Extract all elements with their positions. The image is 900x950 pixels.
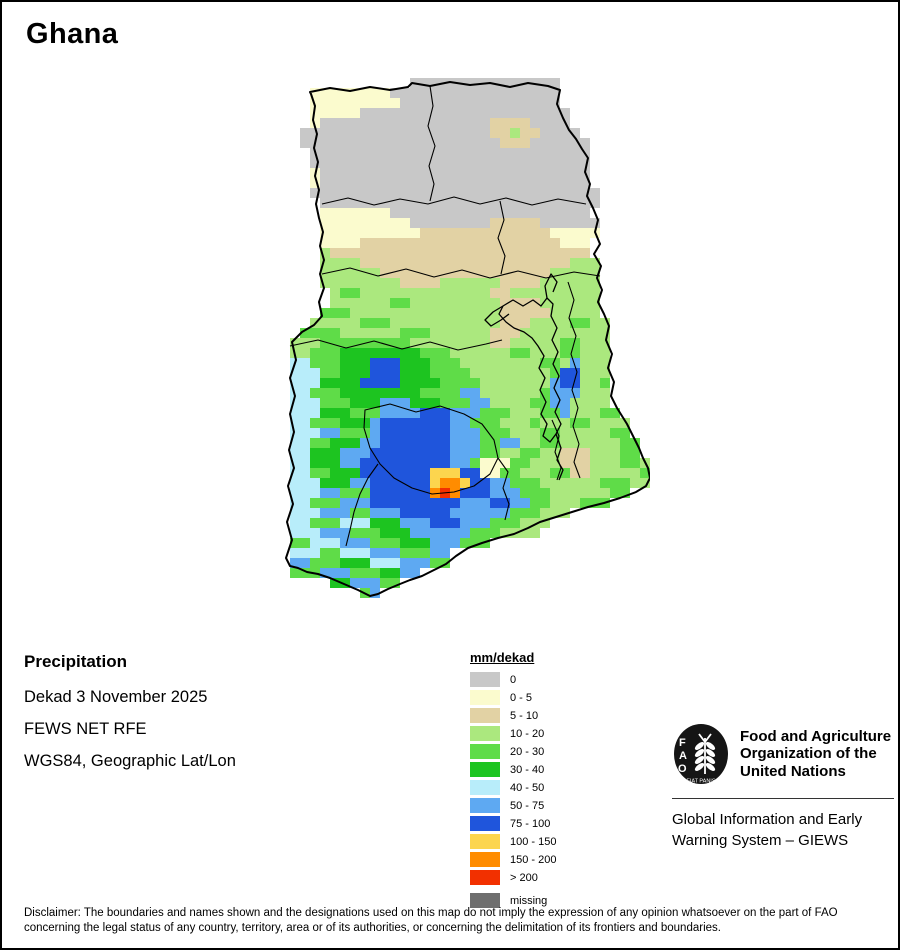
wheat-grains-icon (694, 742, 716, 771)
page-title: Ghana (26, 18, 119, 50)
region-boundary (497, 200, 506, 275)
fao-header: F A O FIAT PANIS (672, 722, 894, 786)
precipitation-heading: Precipitation (24, 652, 127, 671)
region-boundary (567, 281, 581, 479)
legend-swatch (470, 762, 500, 777)
fao-org-text: Food and Agriculture Organization of the U… (740, 728, 891, 781)
disclaimer: Disclaimer: The boundaries and names sho… (24, 906, 882, 935)
legend-item: > 200 (470, 870, 556, 885)
disclaimer-line: Disclaimer: The boundaries and names sho… (24, 907, 838, 919)
info-line: Dekad 3 November 2025 (24, 688, 208, 706)
info-lines: Dekad 3 November 2025 FEWS NET RFE WGS84, … (24, 688, 236, 771)
legend-label: 50 - 75 (510, 799, 545, 812)
legend-item: 5 - 10 (470, 708, 556, 723)
legend-label: 100 - 150 (510, 835, 557, 848)
legend-label: 30 - 40 (510, 763, 545, 776)
legend-label: 75 - 100 (510, 817, 551, 830)
lake-volta-outline (555, 433, 564, 481)
legend-label: 20 - 30 (510, 745, 545, 758)
lake-volta-outline (498, 297, 562, 443)
info-line: WGS84, Geographic Lat/Lon (24, 752, 236, 770)
region-boundary (427, 85, 436, 202)
legend-swatch (470, 893, 500, 908)
region-boundary (321, 267, 601, 279)
region-boundary (289, 339, 503, 351)
legend-swatch (470, 798, 500, 813)
legend-item: 40 - 50 (470, 780, 556, 795)
fao-org-line: Food and Agriculture (740, 727, 892, 745)
legend-swatch (470, 870, 500, 885)
fao-org-line: United Nations (740, 762, 846, 780)
legend-item: 0 (470, 672, 556, 687)
country-outline (285, 81, 650, 597)
map-info: Precipitation Dekad 3 November 2025 FEWS … (24, 652, 236, 784)
legend-label: 0 - 5 (510, 691, 533, 704)
legend-label: 5 - 10 (510, 709, 539, 722)
legend-item: 0 - 5 (470, 690, 556, 705)
fao-logo: F A O FIAT PANIS (674, 724, 728, 785)
fao-logo-letter-o: O (678, 763, 687, 775)
fao-org-line: Organization of the (740, 745, 877, 763)
region-boundary (551, 419, 562, 481)
region-boundary (497, 457, 510, 521)
legend-item: missing (470, 893, 556, 908)
giews-text: Global Information and Early Warning Syst… (672, 809, 894, 851)
legend-label: > 200 (510, 871, 538, 884)
legend-item: 10 - 20 (470, 726, 556, 741)
legend-swatch (470, 672, 500, 687)
legend-swatch (470, 780, 500, 795)
legend-item: 20 - 30 (470, 744, 556, 759)
raster-cells (290, 78, 650, 598)
fao-separator (672, 798, 894, 799)
legend-item: 150 - 200 (470, 852, 556, 867)
giews-line: Global Information and Early (672, 811, 863, 828)
region-boundary (363, 403, 499, 495)
legend-item: 30 - 40 (470, 762, 556, 777)
legend-swatch (470, 690, 500, 705)
fao-section: F A O FIAT PANIS (672, 722, 894, 851)
legend-items: 0 0 - 5 5 - 10 10 - 20 20 - 30 30 - 40 40 - 50… (470, 672, 556, 908)
legend-swatch (470, 816, 500, 831)
legend-label: 0 (510, 673, 517, 686)
disclaimer-line: concerning the legal status of any count… (24, 921, 721, 934)
lake-volta-outline (484, 305, 510, 327)
legend-swatch (470, 852, 500, 867)
legend-swatch (470, 726, 500, 741)
fao-logo-letter-a: A (679, 750, 687, 762)
legend-title: mm/dekad (470, 650, 535, 665)
giews-line: Warning System – GIEWS (672, 832, 849, 849)
legend-label: missing (510, 894, 548, 907)
fao-logo-letter-f: F (679, 737, 686, 749)
legend-swatch (470, 834, 500, 849)
legend-swatch (470, 744, 500, 759)
fao-logo-motto: FIAT PANIS (686, 779, 715, 785)
legend-item: 50 - 75 (470, 798, 556, 813)
legend-label: 40 - 50 (510, 781, 545, 794)
legend-swatch (470, 708, 500, 723)
legend-label: 150 - 200 (510, 853, 557, 866)
legend-label: 10 - 20 (510, 727, 545, 740)
ghana-map (285, 78, 650, 598)
legend-item: 100 - 150 (470, 834, 556, 849)
region-boundary (321, 196, 587, 206)
info-line: FEWS NET RFE (24, 720, 147, 738)
wheat-icon (698, 733, 712, 774)
region-boundary (345, 463, 379, 547)
legend-item: 75 - 100 (470, 816, 556, 831)
lake-volta-outline (544, 273, 558, 299)
legend: mm/dekad 0 0 - 5 5 - 10 10 - 20 20 - 30 30 - … (470, 650, 556, 911)
